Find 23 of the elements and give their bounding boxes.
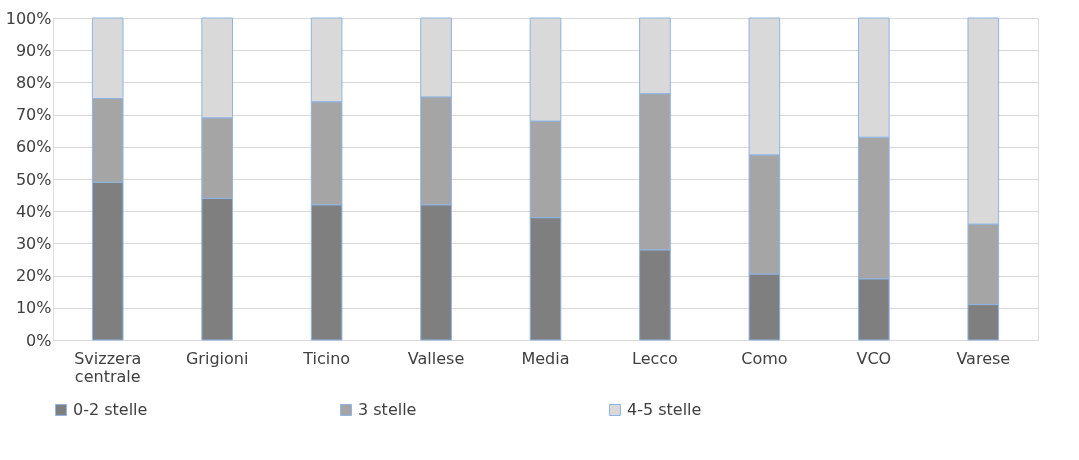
x-tick-label: Ticino <box>302 348 351 368</box>
y-tick-label: 50% <box>15 169 52 189</box>
y-tick-label: 20% <box>15 266 52 286</box>
y-tick-label: 70% <box>15 105 52 125</box>
x-tick-label: Varese <box>956 348 1011 368</box>
x-tick-label: Media <box>521 348 570 368</box>
x-tick-label: Lecco <box>632 348 678 368</box>
legend-label: 4-5 stelle <box>627 400 702 419</box>
y-tick-label: 0% <box>26 330 52 350</box>
x-tick-label: VCO <box>856 348 892 368</box>
y-tick-label: 30% <box>15 233 52 253</box>
y-tick-label: 60% <box>15 137 52 157</box>
x-tick-label: Como <box>741 348 788 368</box>
x-tick-label: Vallese <box>407 348 465 368</box>
y-tick-label: 90% <box>15 40 52 60</box>
y-tick-label: 10% <box>15 298 52 318</box>
x-tick-label: Grigioni <box>185 348 249 368</box>
y-tick-label: 100% <box>5 8 52 28</box>
y-tick-label: 80% <box>15 72 52 92</box>
legend-label: 3 stelle <box>358 400 417 419</box>
legend-label: 0-2 stelle <box>73 400 148 419</box>
x-tick-label: Svizzera centrale <box>74 348 142 386</box>
y-tick-label: 40% <box>15 201 52 221</box>
